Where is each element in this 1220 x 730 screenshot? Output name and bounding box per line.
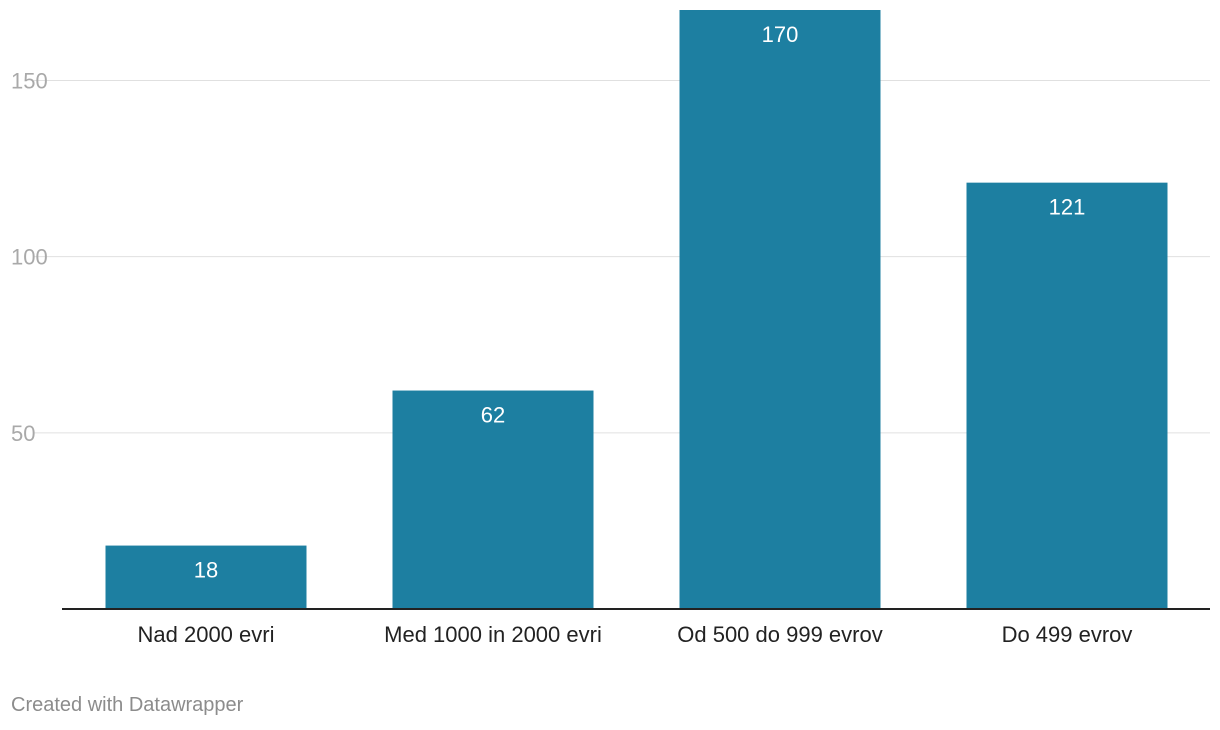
x-tick-label: Nad 2000 evri (138, 622, 275, 647)
x-tick-label: Med 1000 in 2000 evri (384, 622, 602, 647)
bar (105, 545, 307, 609)
bar-value-label: 18 (194, 558, 218, 583)
datawrapper-credit: Created with Datawrapper (11, 694, 244, 716)
x-tick-label: Do 499 evrov (1002, 622, 1133, 647)
y-tick-label: 150 (11, 68, 48, 93)
y-tick-label: 100 (11, 245, 48, 270)
y-tick-label: 50 (11, 421, 35, 446)
bar-value-label: 121 (1049, 195, 1086, 220)
bar-value-label: 170 (762, 22, 799, 47)
bar-value-label: 62 (481, 403, 505, 428)
bar (679, 10, 881, 609)
x-tick-label: Od 500 do 999 evrov (677, 622, 882, 647)
bar (966, 182, 1168, 609)
bar (392, 390, 594, 609)
